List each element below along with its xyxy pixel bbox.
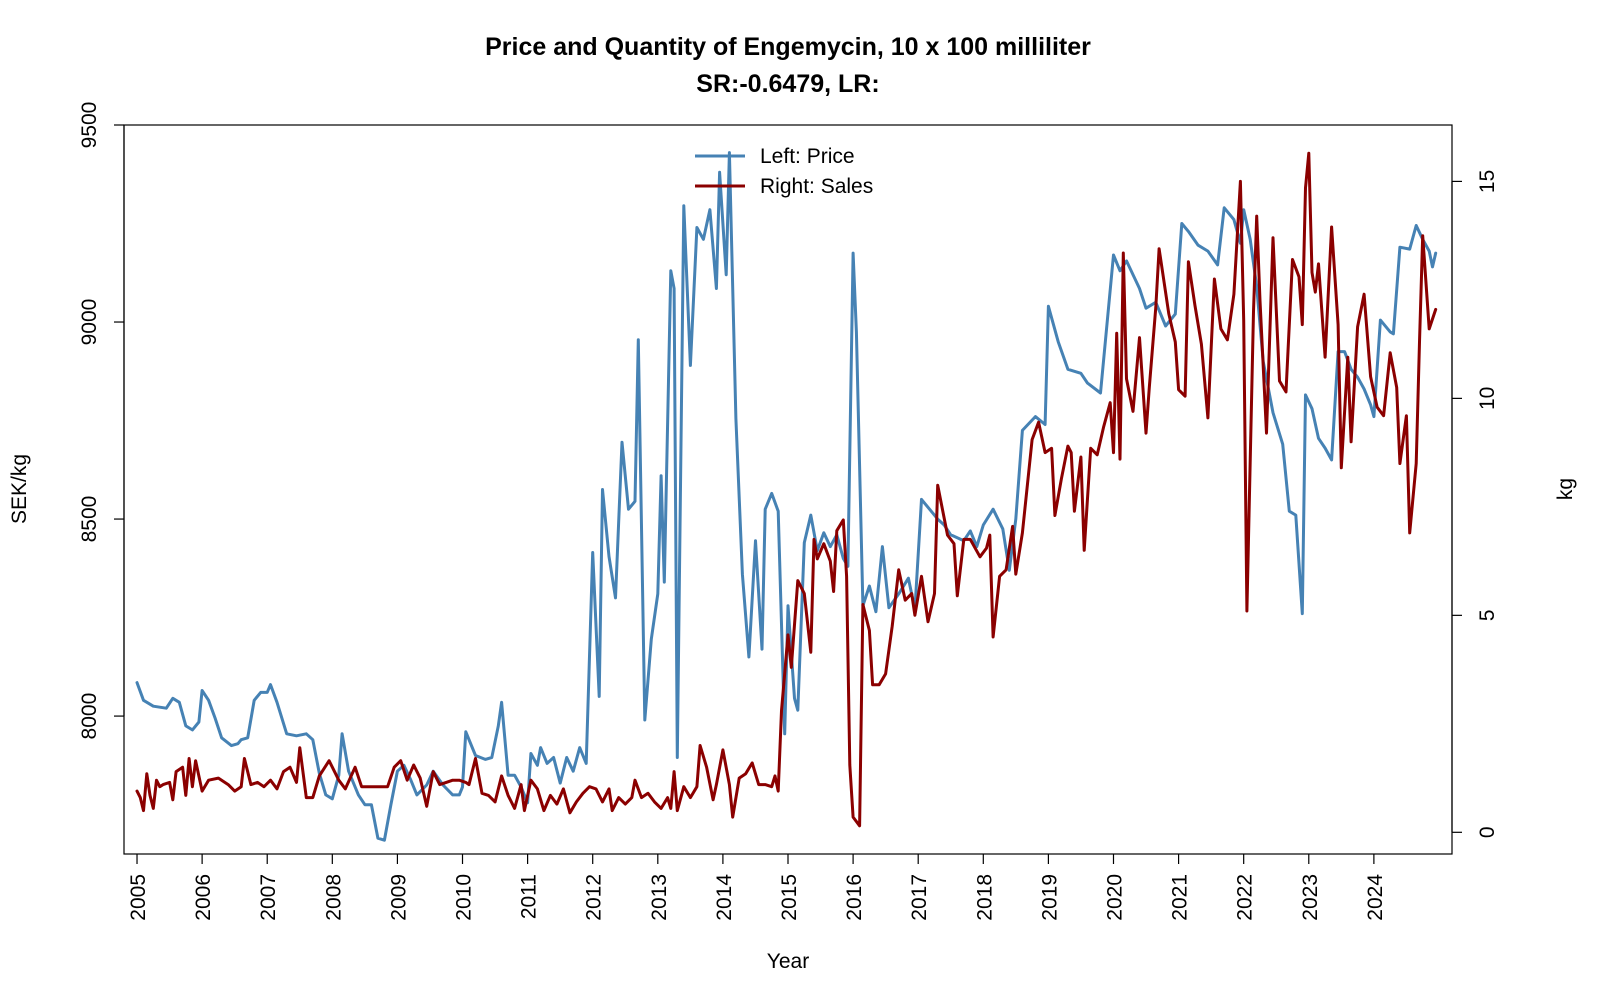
chart-title: Price and Quantity of Engemycin, 10 x 10… xyxy=(485,33,1091,61)
x-tick-label: 2007 xyxy=(257,874,280,921)
x-tick-label: 2015 xyxy=(778,874,801,921)
series-line-sales xyxy=(135,151,1438,828)
x-tick-label: 2023 xyxy=(1299,874,1322,921)
y-right-tick-label: 15 xyxy=(1476,170,1499,193)
y-axis-right: 0 5 10 15 xyxy=(1451,170,1499,838)
x-tick-label: 2009 xyxy=(387,874,410,921)
legend: Left: Price Right: Sales xyxy=(695,145,873,198)
x-tick-label: 2020 xyxy=(1103,874,1126,921)
x-tick-label: 2012 xyxy=(583,874,606,921)
x-tick-label: 2008 xyxy=(322,874,345,921)
x-tick-label: 2017 xyxy=(908,874,931,921)
y-right-tick-label: 0 xyxy=(1476,826,1499,838)
y-axis-left: 8000 8500 9000 9500 xyxy=(78,102,125,740)
y-left-tick-label: 8000 xyxy=(78,693,101,740)
y-left-tick-label: 9000 xyxy=(78,299,101,346)
y-left-tick-label: 8500 xyxy=(78,496,101,543)
legend-label-price: Left: Price xyxy=(760,145,855,168)
x-tick-label: 2013 xyxy=(648,874,671,921)
x-tick-label: 2019 xyxy=(1038,874,1061,921)
x-tick-label: 2011 xyxy=(518,874,541,919)
x-tick-label: 2014 xyxy=(713,874,736,921)
x-axis: 2005 2006 2007 2008 2009 2010 2011 2012 2013 2014… xyxy=(127,854,1387,921)
legend-label-sales: Right: Sales xyxy=(760,175,873,198)
series-layer xyxy=(135,151,1438,842)
y-right-tick-label: 10 xyxy=(1476,387,1499,410)
x-tick-label: 2018 xyxy=(973,874,996,921)
x-tick-label: 2006 xyxy=(192,874,215,921)
x-tick-label: 2024 xyxy=(1364,874,1387,921)
series-line-price xyxy=(135,151,1438,842)
x-tick-label: 2016 xyxy=(843,874,866,921)
y-left-tick-label: 9500 xyxy=(78,102,101,149)
y-axis-right-title: kg xyxy=(1554,478,1577,500)
y-axis-left-title: SEK/kg xyxy=(8,454,31,524)
chart-subtitle: SR:-0.6479, LR: xyxy=(696,70,879,98)
x-tick-label: 2021 xyxy=(1169,874,1192,921)
plot-frame xyxy=(123,124,1453,855)
x-tick-label: 2005 xyxy=(127,874,150,921)
x-tick-label: 2010 xyxy=(453,874,476,921)
y-right-tick-label: 5 xyxy=(1476,609,1499,621)
x-tick-label: 2022 xyxy=(1234,874,1257,921)
x-axis-title: Year xyxy=(767,950,809,973)
